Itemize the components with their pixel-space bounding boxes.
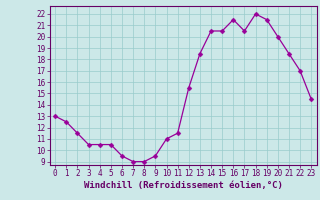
X-axis label: Windchill (Refroidissement éolien,°C): Windchill (Refroidissement éolien,°C) [84, 181, 283, 190]
